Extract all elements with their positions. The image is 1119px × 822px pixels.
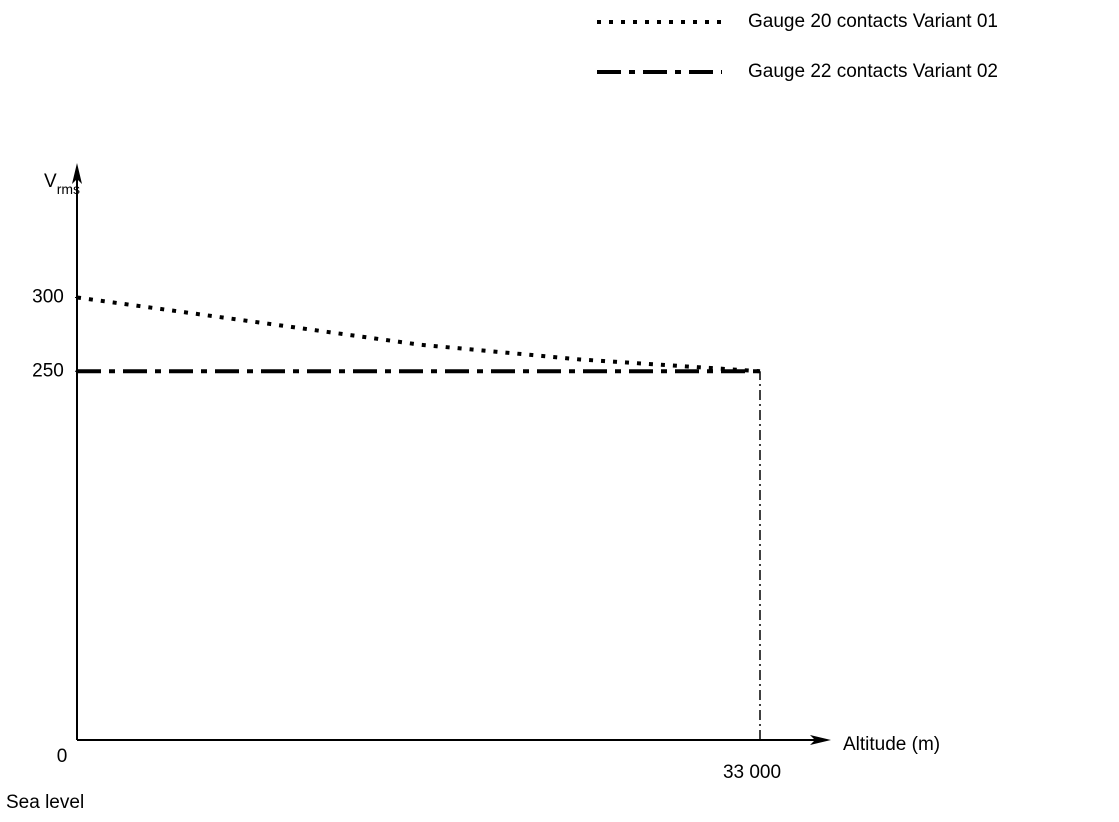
y-tick-label: 250 [32,360,64,381]
series-line [76,295,761,374]
x-axis-label: Altitude (m) [843,734,940,755]
y-axis-arrow [72,163,82,184]
x-tick-label: 33 000 [723,762,781,783]
annotation: Sea level [6,792,84,813]
legend-label: Gauge 20 contacts Variant 01 [748,11,998,32]
y-label-main: V [44,171,57,192]
origin-label: 0 [57,746,68,767]
x-axis-arrow [810,735,831,745]
y-axis-label: Vrms [44,171,80,197]
y-label-sub: rms [57,181,80,197]
legend-label: Gauge 22 contacts Variant 02 [748,61,998,82]
y-tick-label: 300 [32,287,64,308]
